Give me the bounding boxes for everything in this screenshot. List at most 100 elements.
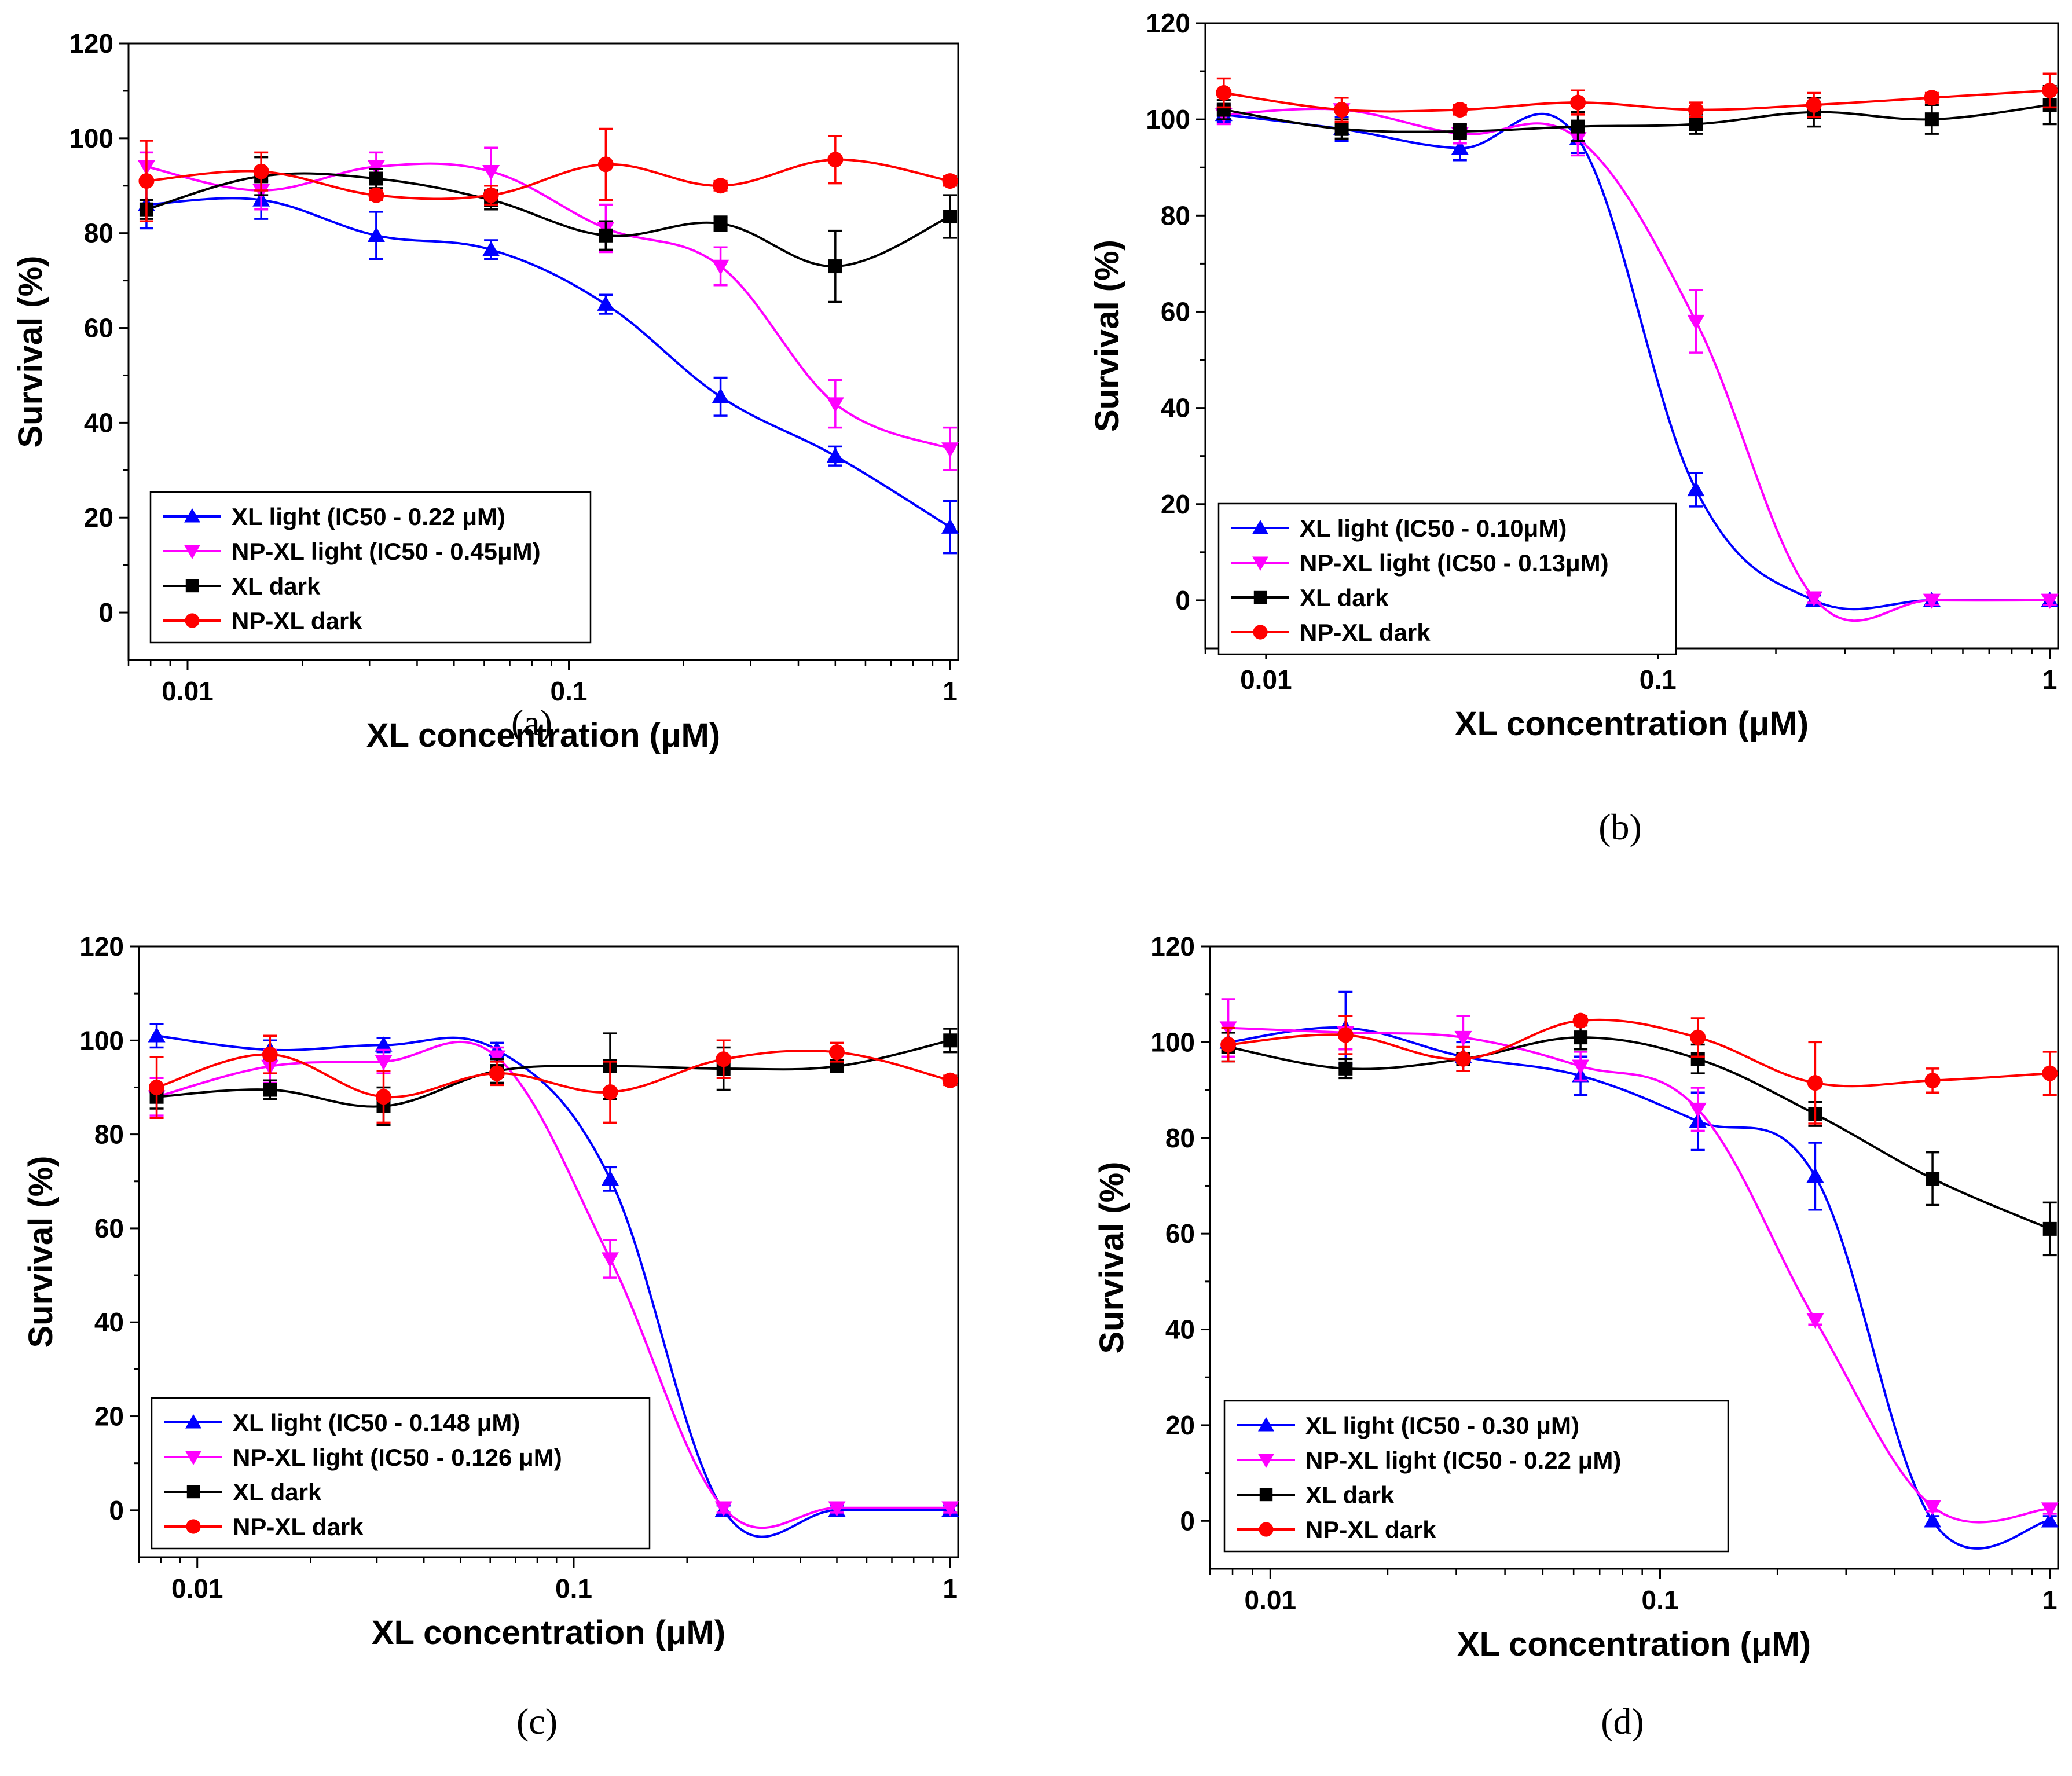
- fit-curve: [1223, 89, 2050, 113]
- y-tick-label: 60: [84, 313, 113, 343]
- data-point: [483, 187, 499, 203]
- legend-marker: [1253, 625, 1268, 640]
- series-np-xl-dark: [138, 127, 958, 222]
- y-tick-label: 40: [84, 408, 113, 438]
- y-axis-title: Survival (%): [22, 1156, 60, 1348]
- legend-label: NP-XL light (IC50 - 0.13μM): [1300, 549, 1609, 577]
- y-tick-label: 100: [1150, 1027, 1195, 1057]
- plot-frame: [1209, 945, 2059, 1570]
- legend: XL light (IC50 - 0.22 μM) NP-XL light (IC…: [149, 491, 592, 644]
- y-tick-label: 80: [1165, 1123, 1195, 1153]
- data-point: [1571, 119, 1585, 134]
- y-tick-label: 100: [79, 1025, 124, 1055]
- series-xl-dark: [1221, 1024, 2057, 1257]
- x-tick-label: 1: [943, 1573, 958, 1603]
- legend-label: XL dark: [233, 1478, 322, 1506]
- data-point: [827, 152, 844, 168]
- data-point: [826, 447, 844, 463]
- data-point: [828, 259, 842, 274]
- y-tick-label: 120: [79, 931, 124, 962]
- data-point: [368, 187, 384, 203]
- data-point: [1924, 1500, 1942, 1516]
- legend-label: XL light (IC50 - 0.30 μM): [1305, 1412, 1579, 1439]
- fit-curve: [1223, 107, 2050, 622]
- y-tick-label: 100: [1146, 104, 1190, 134]
- legend-marker: [1258, 1417, 1274, 1432]
- data-point: [597, 156, 614, 173]
- data-point: [1454, 1030, 1472, 1047]
- data-point: [1687, 314, 1705, 331]
- data-point: [375, 1055, 393, 1070]
- data-point: [1572, 1059, 1590, 1075]
- data-point: [942, 173, 958, 189]
- y-tick-label: 40: [1161, 393, 1190, 423]
- panel-label: (b): [1598, 806, 1642, 847]
- y-tick-label: 40: [1165, 1315, 1195, 1345]
- legend-marker: [185, 613, 200, 628]
- chart-panel-a: 0 20 40 60 80 100 120 0.01 0.1 1 XL concentration …: [12, 28, 959, 754]
- y-axis-title: Survival (%): [1088, 240, 1126, 432]
- plot-frame: [127, 42, 959, 661]
- data-point: [376, 1089, 392, 1105]
- legend-marker: [1259, 1488, 1273, 1502]
- legend-box: [149, 491, 592, 644]
- legend-marker: [186, 1519, 201, 1534]
- data-point: [1806, 1313, 1824, 1329]
- x-tick-label: 0.01: [1245, 1585, 1297, 1615]
- y-tick-label: 120: [1146, 8, 1190, 38]
- legend-label: XL light (IC50 - 0.10μM): [1300, 515, 1567, 542]
- y-tick-label: 20: [94, 1401, 124, 1432]
- data-point: [712, 388, 729, 403]
- data-point: [1924, 1512, 1942, 1528]
- data-point: [1805, 591, 1823, 607]
- legend-marker: [1258, 1454, 1274, 1468]
- legend-label: NP-XL dark: [1300, 619, 1431, 646]
- data-point: [253, 163, 269, 179]
- fit-curve: [156, 1039, 951, 1108]
- data-point: [941, 1501, 959, 1517]
- y-tick-label: 100: [69, 123, 113, 153]
- fit-curve: [1228, 1036, 2051, 1230]
- y-tick-label: 60: [94, 1213, 124, 1243]
- series-xl-dark: [139, 156, 958, 303]
- legend-label: XL dark: [1300, 584, 1389, 611]
- data-point: [138, 173, 155, 189]
- data-point: [943, 210, 958, 224]
- data-point: [1572, 1012, 1589, 1029]
- data-point: [713, 178, 729, 194]
- x-tick-label: 0.01: [1240, 665, 1292, 695]
- data-point: [714, 1501, 732, 1517]
- x-tick-label: 0.1: [1642, 1585, 1679, 1615]
- data-point: [1220, 1037, 1237, 1053]
- data-point: [262, 1047, 278, 1063]
- y-tick-label: 120: [1150, 931, 1195, 962]
- data-point: [826, 397, 844, 413]
- fit-curve: [156, 1034, 951, 1538]
- data-point: [941, 518, 959, 534]
- y-tick-label: 0: [1175, 585, 1190, 615]
- series-np-xl-dark: [1220, 1012, 2058, 1125]
- y-tick-label: 80: [94, 1120, 124, 1150]
- data-point: [1334, 102, 1350, 118]
- data-point: [2041, 1502, 2059, 1518]
- data-point: [1924, 112, 1939, 127]
- data-point: [713, 217, 728, 231]
- data-point: [942, 1072, 958, 1088]
- legend-marker: [185, 1414, 201, 1429]
- data-point: [1806, 97, 1822, 113]
- series-np-xl-dark: [149, 1034, 958, 1124]
- data-point: [941, 442, 959, 458]
- panel-label: (d): [1601, 1701, 1644, 1742]
- data-point: [1337, 1027, 1354, 1043]
- fit-curve: [146, 197, 951, 529]
- legend-label: XL dark: [1305, 1481, 1395, 1509]
- y-tick-label: 60: [1165, 1219, 1195, 1249]
- data-point: [369, 171, 383, 186]
- data-point: [1689, 117, 1703, 131]
- panel-label: (a): [511, 702, 552, 743]
- y-tick-label: 0: [109, 1495, 124, 1525]
- data-point: [149, 1079, 165, 1095]
- data-point: [602, 1084, 618, 1100]
- data-point: [1689, 1102, 1707, 1118]
- data-point: [1687, 480, 1705, 497]
